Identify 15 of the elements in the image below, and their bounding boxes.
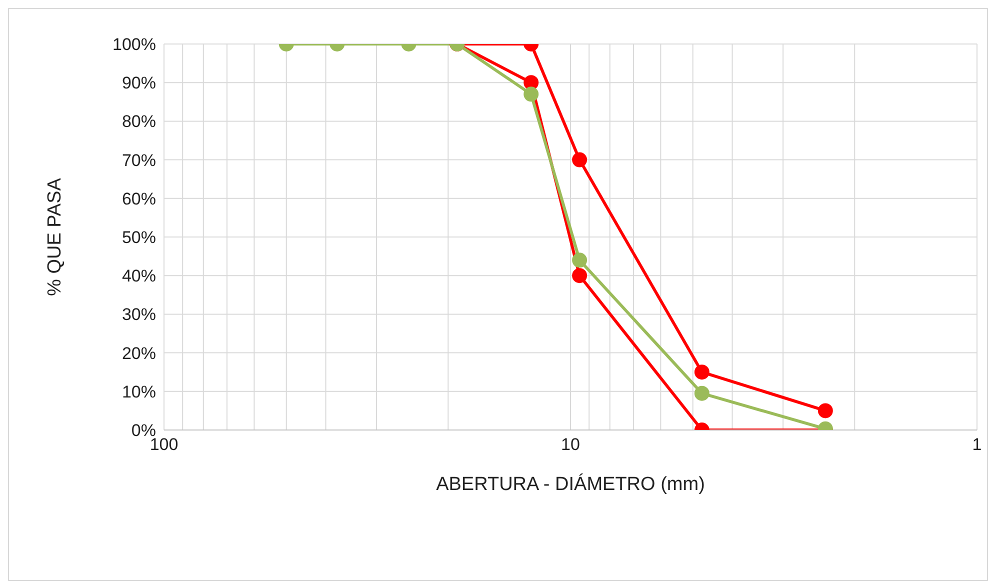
- y-tick-label: 40%: [122, 266, 156, 286]
- y-tick-label: 100%: [112, 35, 156, 54]
- y-tick-label: 90%: [122, 74, 156, 93]
- y-tick-label: 50%: [122, 228, 156, 248]
- y-tick-label: 60%: [122, 189, 156, 208]
- x-tick-label: 100: [150, 435, 178, 454]
- x-tick-label: 10: [561, 435, 580, 454]
- y-axis-title: % QUE PASA: [44, 178, 66, 296]
- x-tick-label: 1: [972, 435, 982, 454]
- y-tick-label: 10%: [122, 382, 156, 402]
- x-axis-title: ABERTURA - DIÁMETRO (mm): [436, 473, 705, 495]
- y-tick-label: 20%: [122, 344, 156, 363]
- y-tick-label: 30%: [122, 305, 156, 324]
- y-tick-label: 80%: [122, 112, 156, 132]
- y-tick-label: 70%: [122, 150, 156, 170]
